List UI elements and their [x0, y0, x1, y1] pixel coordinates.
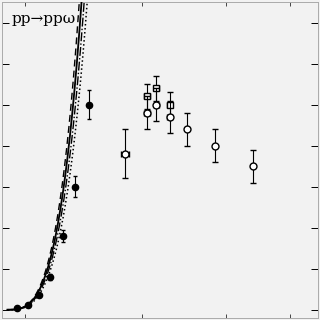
Text: pp→ppω: pp→ppω	[12, 12, 76, 26]
